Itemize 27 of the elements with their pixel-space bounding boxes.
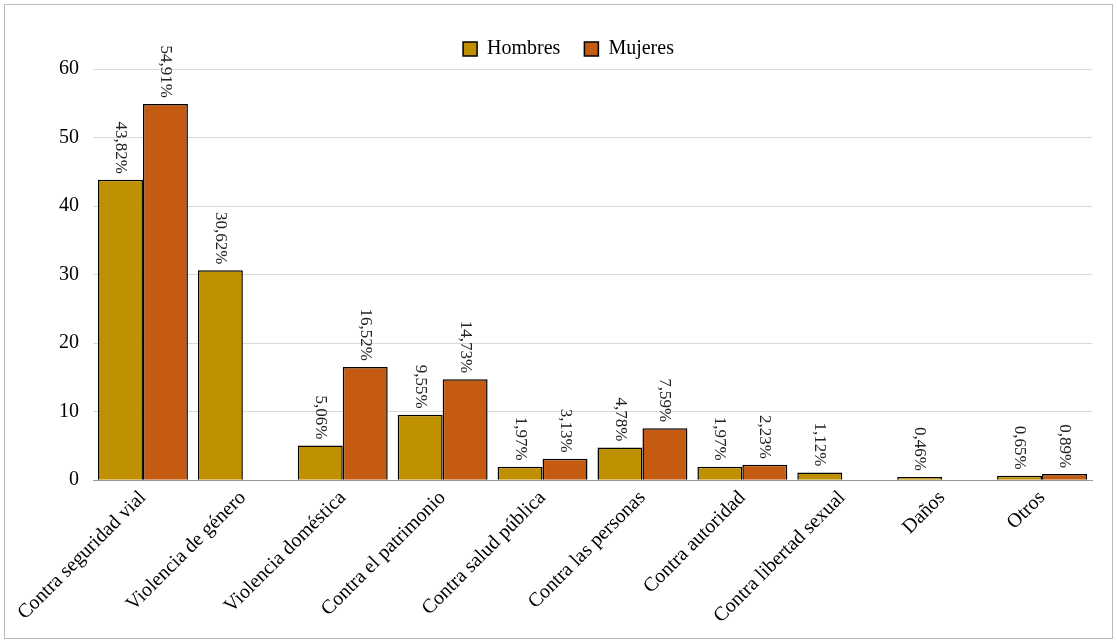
data-label: 1,97%: [511, 416, 531, 461]
data-label: 2,23%: [756, 414, 776, 459]
y-tick-label: 30: [59, 261, 79, 284]
data-label: 43,82%: [112, 121, 131, 174]
x-tick-label: Otros: [1001, 485, 1049, 533]
data-label: 4,78%: [611, 397, 631, 442]
data-label: 7,59%: [656, 378, 676, 423]
data-label: 16,52%: [356, 308, 376, 361]
data-label: 0,89%: [1056, 424, 1076, 469]
data-label: 54,91%: [156, 45, 176, 98]
data-label: 30,62%: [211, 211, 231, 265]
data-label: 1,97%: [711, 416, 731, 461]
legend-label: Mujeres: [608, 36, 675, 60]
y-tick-label: 50: [59, 124, 79, 147]
data-label: 1,12%: [811, 422, 831, 467]
data-label: 3,13%: [556, 408, 576, 453]
data-label: 0,65%: [1011, 425, 1031, 470]
data-label: 9,55%: [411, 364, 431, 409]
data-label: 5,06%: [311, 395, 331, 440]
y-tick-label: 40: [59, 193, 79, 216]
y-tick-label: 10: [59, 398, 79, 421]
y-tick-label: 60: [59, 56, 79, 79]
data-label: 0,46%: [911, 427, 931, 471]
data-label: 14,73%: [456, 320, 476, 374]
y-tick-label: 0: [69, 467, 79, 490]
legend-label: Hombres: [487, 36, 561, 59]
y-tick-label: 20: [59, 330, 79, 353]
